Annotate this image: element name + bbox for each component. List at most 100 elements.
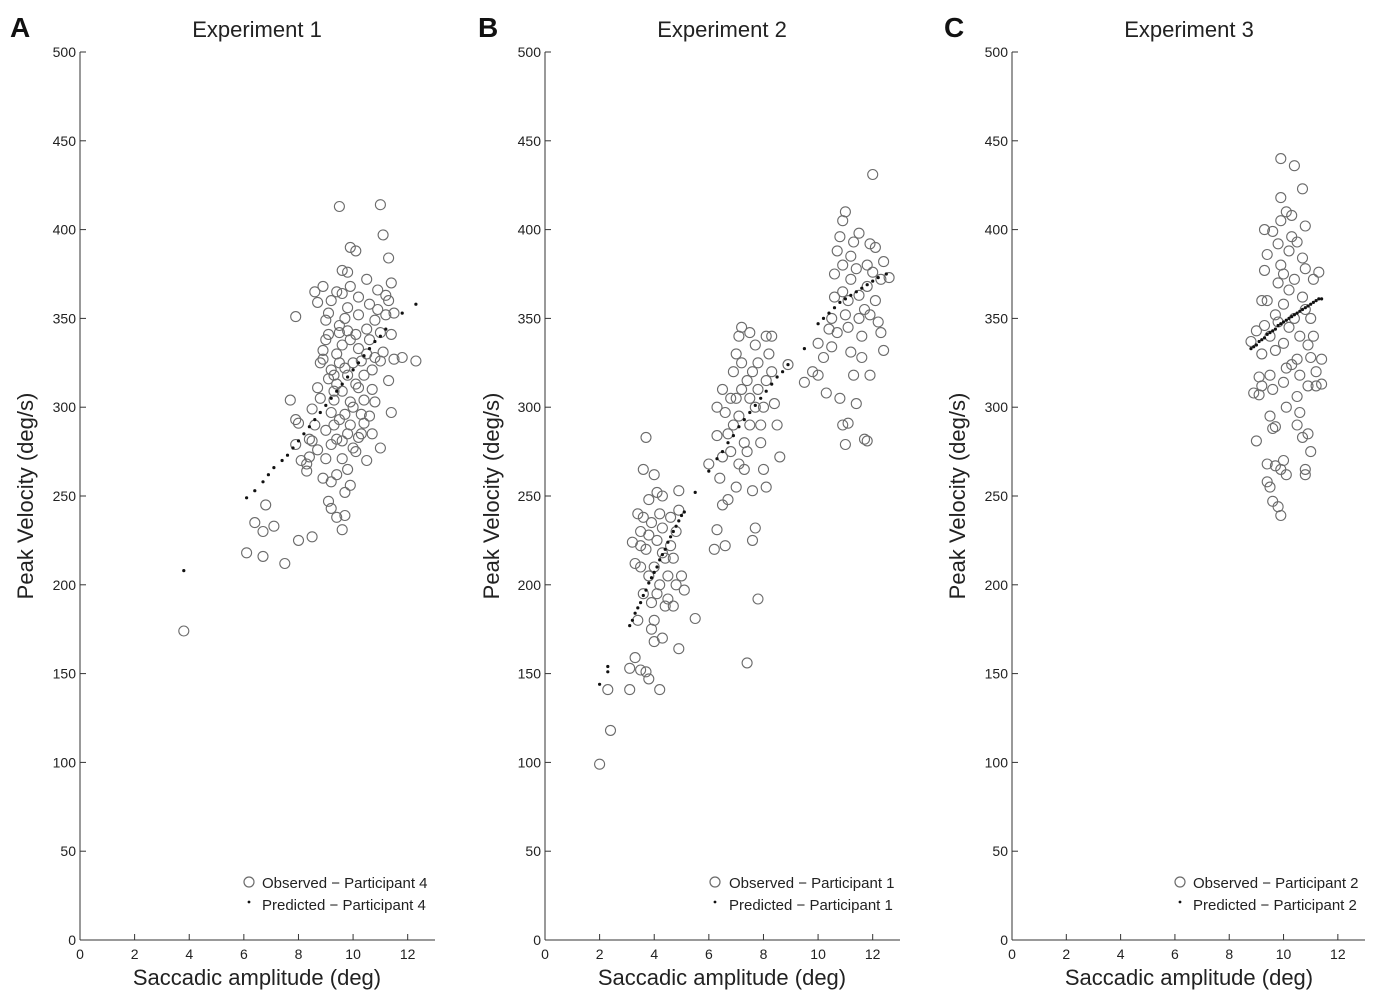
legend: Observed − Participant 4 Predicted − Par… [243, 875, 428, 914]
observed-point [864, 369, 876, 381]
observed-point [842, 417, 854, 429]
observed-point [864, 238, 876, 250]
observed-point [1291, 236, 1303, 248]
predicted-point [362, 354, 366, 358]
predicted-point [876, 276, 880, 280]
y-tick-label: 400 [518, 222, 542, 238]
observed-point [689, 612, 701, 625]
observed-point [839, 309, 851, 321]
observed-point [344, 280, 356, 292]
observed-point [355, 428, 367, 440]
predicted-point [775, 375, 779, 379]
predicted-point [1260, 338, 1264, 342]
observed-point [637, 588, 649, 600]
observed-point [1277, 454, 1290, 467]
observed-point [361, 323, 373, 335]
observed-point [1264, 481, 1276, 493]
observed-point [752, 593, 764, 605]
observed-point [867, 168, 879, 181]
observed-point [352, 291, 365, 303]
observed-point [350, 328, 362, 340]
panel-letter: B [478, 12, 498, 43]
predicted-point [182, 569, 186, 573]
observed-point [766, 366, 778, 378]
observed-point [303, 451, 315, 463]
predicted-point [658, 558, 662, 562]
observed-point [1261, 295, 1273, 307]
predicted-point [748, 410, 752, 415]
observed-point [336, 524, 348, 536]
observed-point [352, 431, 365, 443]
observed-point [358, 394, 370, 406]
x-tick-label: 4 [1117, 946, 1125, 962]
predicted-point [677, 519, 681, 523]
y-tick-label: 200 [53, 577, 77, 593]
legend-predicted-label: Predicted − Participant 1 [729, 897, 893, 914]
predicted-point [628, 624, 632, 628]
observed-point [339, 509, 351, 522]
observed-point [730, 481, 742, 493]
y-tick-label: 100 [518, 754, 542, 770]
observed-point [861, 259, 873, 271]
observed-point [352, 343, 365, 355]
observed-point [736, 357, 748, 369]
observed-point [385, 277, 397, 289]
observed-point [749, 401, 761, 413]
observed-point [333, 357, 345, 369]
observed-point [328, 385, 340, 397]
observed-point [380, 289, 392, 301]
observed-point [667, 600, 679, 612]
observed-point [1313, 266, 1325, 278]
observed-point [284, 394, 296, 406]
y-tick-label: 200 [518, 577, 542, 593]
observed-point [333, 319, 345, 332]
predicted-point [1309, 302, 1313, 306]
predicted-point [1262, 336, 1267, 340]
observed-point [604, 724, 617, 736]
observed-point [730, 392, 742, 404]
observed-point [834, 231, 846, 243]
observed-point [670, 579, 682, 591]
observed-point [325, 502, 337, 514]
observed-point [659, 600, 671, 612]
predicted-point [737, 425, 741, 429]
observed-point [347, 442, 359, 454]
plot-area: 0 50 100 150 200 250 300 350 400 450 500 0 2 4 6 8 10 12 [518, 44, 900, 962]
observed-point [1305, 351, 1317, 364]
observed-point [336, 453, 348, 465]
observed-point [1256, 295, 1268, 307]
observed-point [878, 256, 890, 268]
predicted-point [313, 418, 317, 422]
predicted-point [324, 403, 328, 407]
observed-point [722, 494, 734, 506]
observed-point [1294, 369, 1306, 381]
observed-point [388, 353, 400, 365]
observed-point [812, 337, 824, 349]
observed-point [320, 334, 332, 346]
observed-point [361, 273, 373, 285]
predicted-point [373, 339, 377, 344]
observed-point [410, 355, 422, 367]
observed-point [309, 286, 321, 298]
observed-point [872, 316, 884, 328]
predicted-point [318, 410, 322, 415]
observed-point [637, 463, 649, 475]
observed-point [317, 353, 329, 365]
observed-point [774, 451, 786, 463]
x-tick-label: 2 [1062, 946, 1070, 962]
observed-point [711, 430, 723, 442]
observed-point [826, 312, 838, 324]
predicted-point [378, 334, 382, 338]
observed-point [1250, 325, 1262, 337]
x-tick-label: 10 [1276, 946, 1292, 962]
y-tick-label: 0 [68, 932, 76, 948]
predicted-point [759, 396, 763, 400]
observed-point [755, 437, 767, 449]
observed-point [656, 490, 668, 502]
predicted-point [1265, 332, 1269, 336]
predicted-point [400, 311, 404, 315]
observed-point [673, 485, 685, 497]
observed-point [651, 486, 663, 498]
observed-point [1248, 387, 1260, 399]
observed-point [366, 383, 378, 395]
